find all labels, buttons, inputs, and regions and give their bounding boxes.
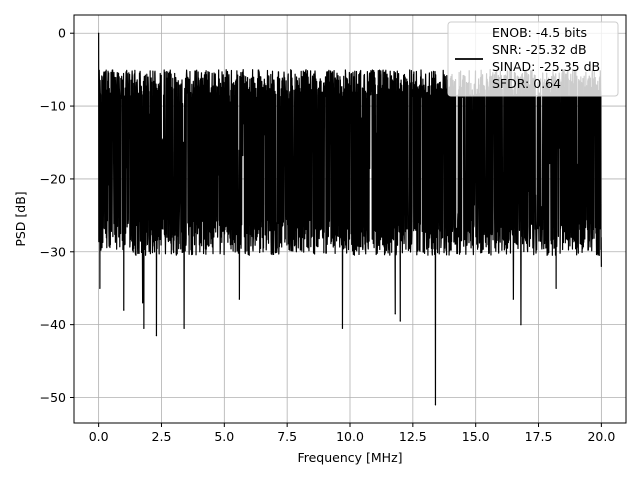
x-tick-label: 5.0 xyxy=(214,429,234,444)
y-tick-label: −40 xyxy=(40,317,66,332)
legend-line-enob: ENOB: -4.5 bits xyxy=(492,25,587,40)
psd-extreme-point xyxy=(394,313,396,315)
x-axis-title: Frequency [MHz] xyxy=(297,450,402,465)
psd-extreme-point xyxy=(520,324,522,326)
psd-series-line xyxy=(98,33,602,406)
legend-box xyxy=(447,21,619,97)
psd-extreme-point xyxy=(123,309,125,311)
psd-extreme-point xyxy=(399,320,401,322)
x-tick-label: 20.0 xyxy=(587,429,615,444)
x-tick-label: 7.5 xyxy=(277,429,297,444)
y-tick-label: 0 xyxy=(58,26,66,41)
psd-extreme-point xyxy=(434,404,437,406)
y-tick-label: −30 xyxy=(40,244,66,259)
legend-line-sfdr: SFDR: 0.64 xyxy=(492,76,561,91)
psd-extreme-point xyxy=(100,105,102,107)
psd-extreme-point xyxy=(183,327,185,329)
psd-extreme-point xyxy=(512,298,514,300)
y-tick-label: −50 xyxy=(40,390,66,405)
x-tick-label: 15.0 xyxy=(462,429,490,444)
psd-extreme-point xyxy=(155,334,158,337)
psd-extreme-point xyxy=(341,327,344,329)
series-layer xyxy=(98,32,602,406)
y-axis-ticks: 0 −10 −20 −30 −40 −50 xyxy=(40,26,74,405)
psd-extreme-point xyxy=(600,265,602,267)
psd-extreme-point xyxy=(555,287,557,289)
x-tick-label: 2.5 xyxy=(152,429,172,444)
y-tick-label: −10 xyxy=(40,99,66,114)
psd-extreme-point xyxy=(98,32,100,34)
x-tick-label: 10.0 xyxy=(336,429,364,444)
legend: ENOB: -4.5 bits SNR: -25.32 dB SINAD: -2… xyxy=(447,21,619,97)
legend-line-sinad: SINAD: -25.35 dB xyxy=(492,59,600,74)
psd-extreme-point xyxy=(143,327,145,329)
psd-extreme-point xyxy=(238,298,240,300)
y-tick-label: −20 xyxy=(40,171,66,186)
psd-extreme-point xyxy=(142,302,144,304)
x-tick-label: 0.0 xyxy=(89,429,109,444)
x-axis-ticks: 0.0 2.5 5.0 7.5 10.0 12.5 15.0 17.5 20.0 xyxy=(89,423,615,444)
y-axis-title: PSD [dB] xyxy=(13,191,28,246)
x-tick-label: 12.5 xyxy=(399,429,427,444)
psd-extreme-point xyxy=(99,287,101,289)
x-tick-label: 17.5 xyxy=(525,429,553,444)
legend-line-snr: SNR: -25.32 dB xyxy=(492,42,587,57)
